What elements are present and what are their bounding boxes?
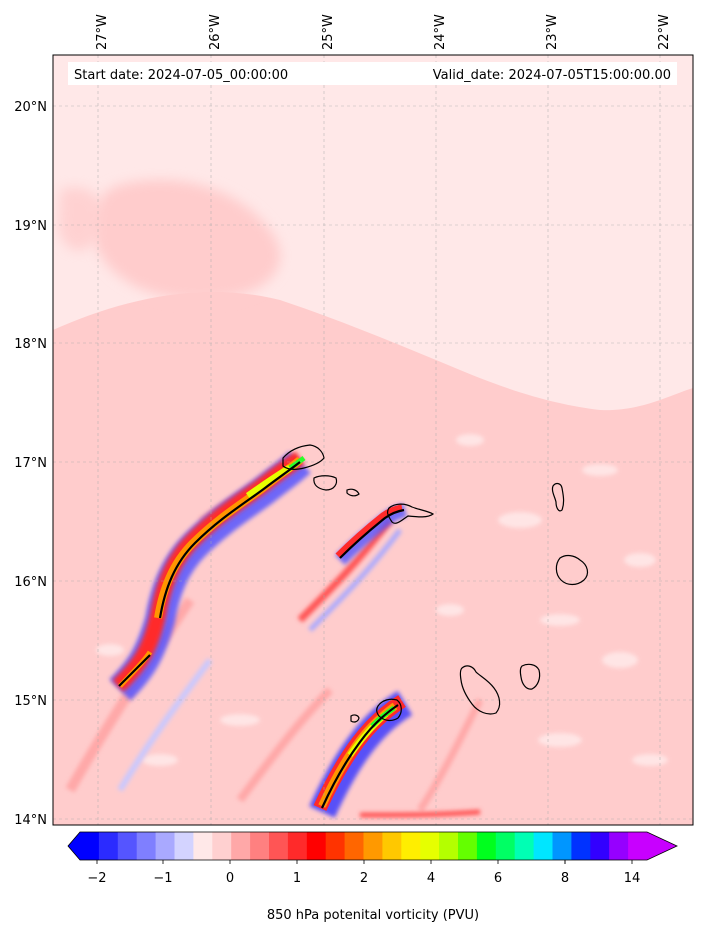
map-panel — [52, 54, 694, 826]
island-fogo — [376, 698, 402, 722]
colorbar-tick-label: 4 — [427, 871, 435, 886]
pv-weak-patches — [96, 434, 668, 766]
colorbar-cell — [155, 832, 175, 860]
island-santo-antao — [282, 444, 325, 470]
colorbar-cell — [476, 832, 497, 860]
lat-tick-label: 14°N — [14, 813, 47, 828]
colorbar-cell — [250, 832, 270, 860]
lat-tick-label: 19°N — [14, 219, 47, 234]
colorbar-cell — [571, 832, 591, 860]
colorbar-cell — [212, 832, 232, 860]
colorbar-cell — [269, 832, 289, 860]
colorbar-cell — [306, 832, 327, 860]
colorbar-cell — [420, 832, 440, 860]
colorbar-cell — [552, 832, 572, 860]
start-date-label: Start date: 2024-07-05_00:00:00 — [74, 68, 288, 83]
island-santiago — [459, 665, 501, 715]
colorbar-cell — [401, 832, 421, 860]
lat-tick-label: 20°N — [14, 100, 47, 115]
colorbar-cell — [193, 832, 213, 860]
pv-positive-region-north — [94, 180, 281, 300]
lon-tick-label: 26°W — [208, 14, 223, 50]
colorbar-cell — [609, 832, 629, 860]
island-sao-vicente — [313, 475, 338, 491]
lon-tick-labels: 27°W 26°W 25°W 24°W 23°W 22°W — [95, 14, 672, 50]
colorbar-cell — [363, 832, 383, 860]
lon-tick-label: 22°W — [657, 14, 672, 50]
island-maio — [519, 663, 541, 690]
colorbar-tick-label: −1 — [153, 871, 172, 886]
pv-positive-region — [53, 291, 693, 825]
colorbar-tick-label: 6 — [494, 871, 502, 886]
valid-date-label: Valid_date: 2024-07-05T15:00:00.00 — [433, 68, 671, 83]
colorbar-cell — [590, 832, 610, 860]
colorbar: −2 −1 0 1 2 4 6 8 10 14 850 hPa potenita… — [67, 831, 678, 923]
colorbar-cell — [344, 832, 364, 860]
gridlines — [53, 55, 693, 825]
lat-tick-label: 17°N — [14, 456, 47, 471]
colorbar-cell — [117, 832, 138, 860]
colorbar-cell — [325, 832, 345, 860]
lat-tick-label: 16°N — [14, 575, 47, 590]
lon-tick-label: 24°W — [433, 14, 448, 50]
colorbar-tick-labels: −2 −1 0 1 2 4 6 8 10 14 — [87, 871, 640, 886]
colorbar-tick-label: 14 — [624, 871, 641, 886]
colorbar-outline — [67, 831, 678, 861]
pv-peak-contours — [118, 461, 405, 809]
colorbar-tick-label: 2 — [360, 871, 368, 886]
colorbar-tick-label: 1 — [293, 871, 301, 886]
colorbar-cell — [533, 832, 553, 860]
colorbar-cell — [98, 832, 119, 860]
island-boa-vista — [555, 554, 589, 586]
island-sal — [551, 482, 565, 512]
colorbar-cells — [80, 832, 648, 860]
island-sao-nicolau — [386, 503, 435, 524]
colorbar-cell — [136, 832, 156, 860]
lat-tick-label: 18°N — [14, 337, 47, 352]
colorbar-cell — [174, 832, 194, 860]
colorbar-cell — [382, 832, 402, 860]
colorbar-cell — [80, 832, 100, 860]
coastlines — [282, 444, 589, 723]
colorbar-extend-low — [68, 832, 80, 860]
colorbar-cell — [287, 832, 308, 860]
lon-tick-label: 23°W — [545, 14, 560, 50]
island-brava — [350, 714, 360, 723]
lon-tick-label: 27°W — [95, 14, 110, 50]
colorbar-ticks — [96, 860, 633, 864]
colorbar-cell — [458, 832, 478, 860]
colorbar-tick-label: 8 — [561, 871, 569, 886]
lat-tick-labels: 20°N 19°N 18°N 17°N 16°N 15°N 14°N — [14, 100, 47, 828]
pv-positive-blob — [58, 187, 103, 251]
map-frame — [52, 54, 694, 826]
islet-santa-luzia — [346, 488, 360, 497]
colorbar-tick-label: −2 — [87, 871, 106, 886]
colorbar-tick-label: 0 — [226, 871, 234, 886]
colorbar-cell — [514, 832, 534, 860]
pv-filament-north — [109, 451, 311, 701]
colorbar-extend-high — [647, 832, 677, 860]
colorbar-cell — [495, 832, 516, 860]
colorbar-label: 850 hPa potenital vorticity (PVU) — [267, 908, 479, 923]
header-box — [68, 62, 677, 85]
lat-tick-label: 15°N — [14, 694, 47, 709]
lon-tick-label: 25°W — [321, 14, 336, 50]
colorbar-cell — [439, 832, 459, 860]
colorbar-cell — [628, 832, 648, 860]
colorbar-cell — [231, 832, 251, 860]
